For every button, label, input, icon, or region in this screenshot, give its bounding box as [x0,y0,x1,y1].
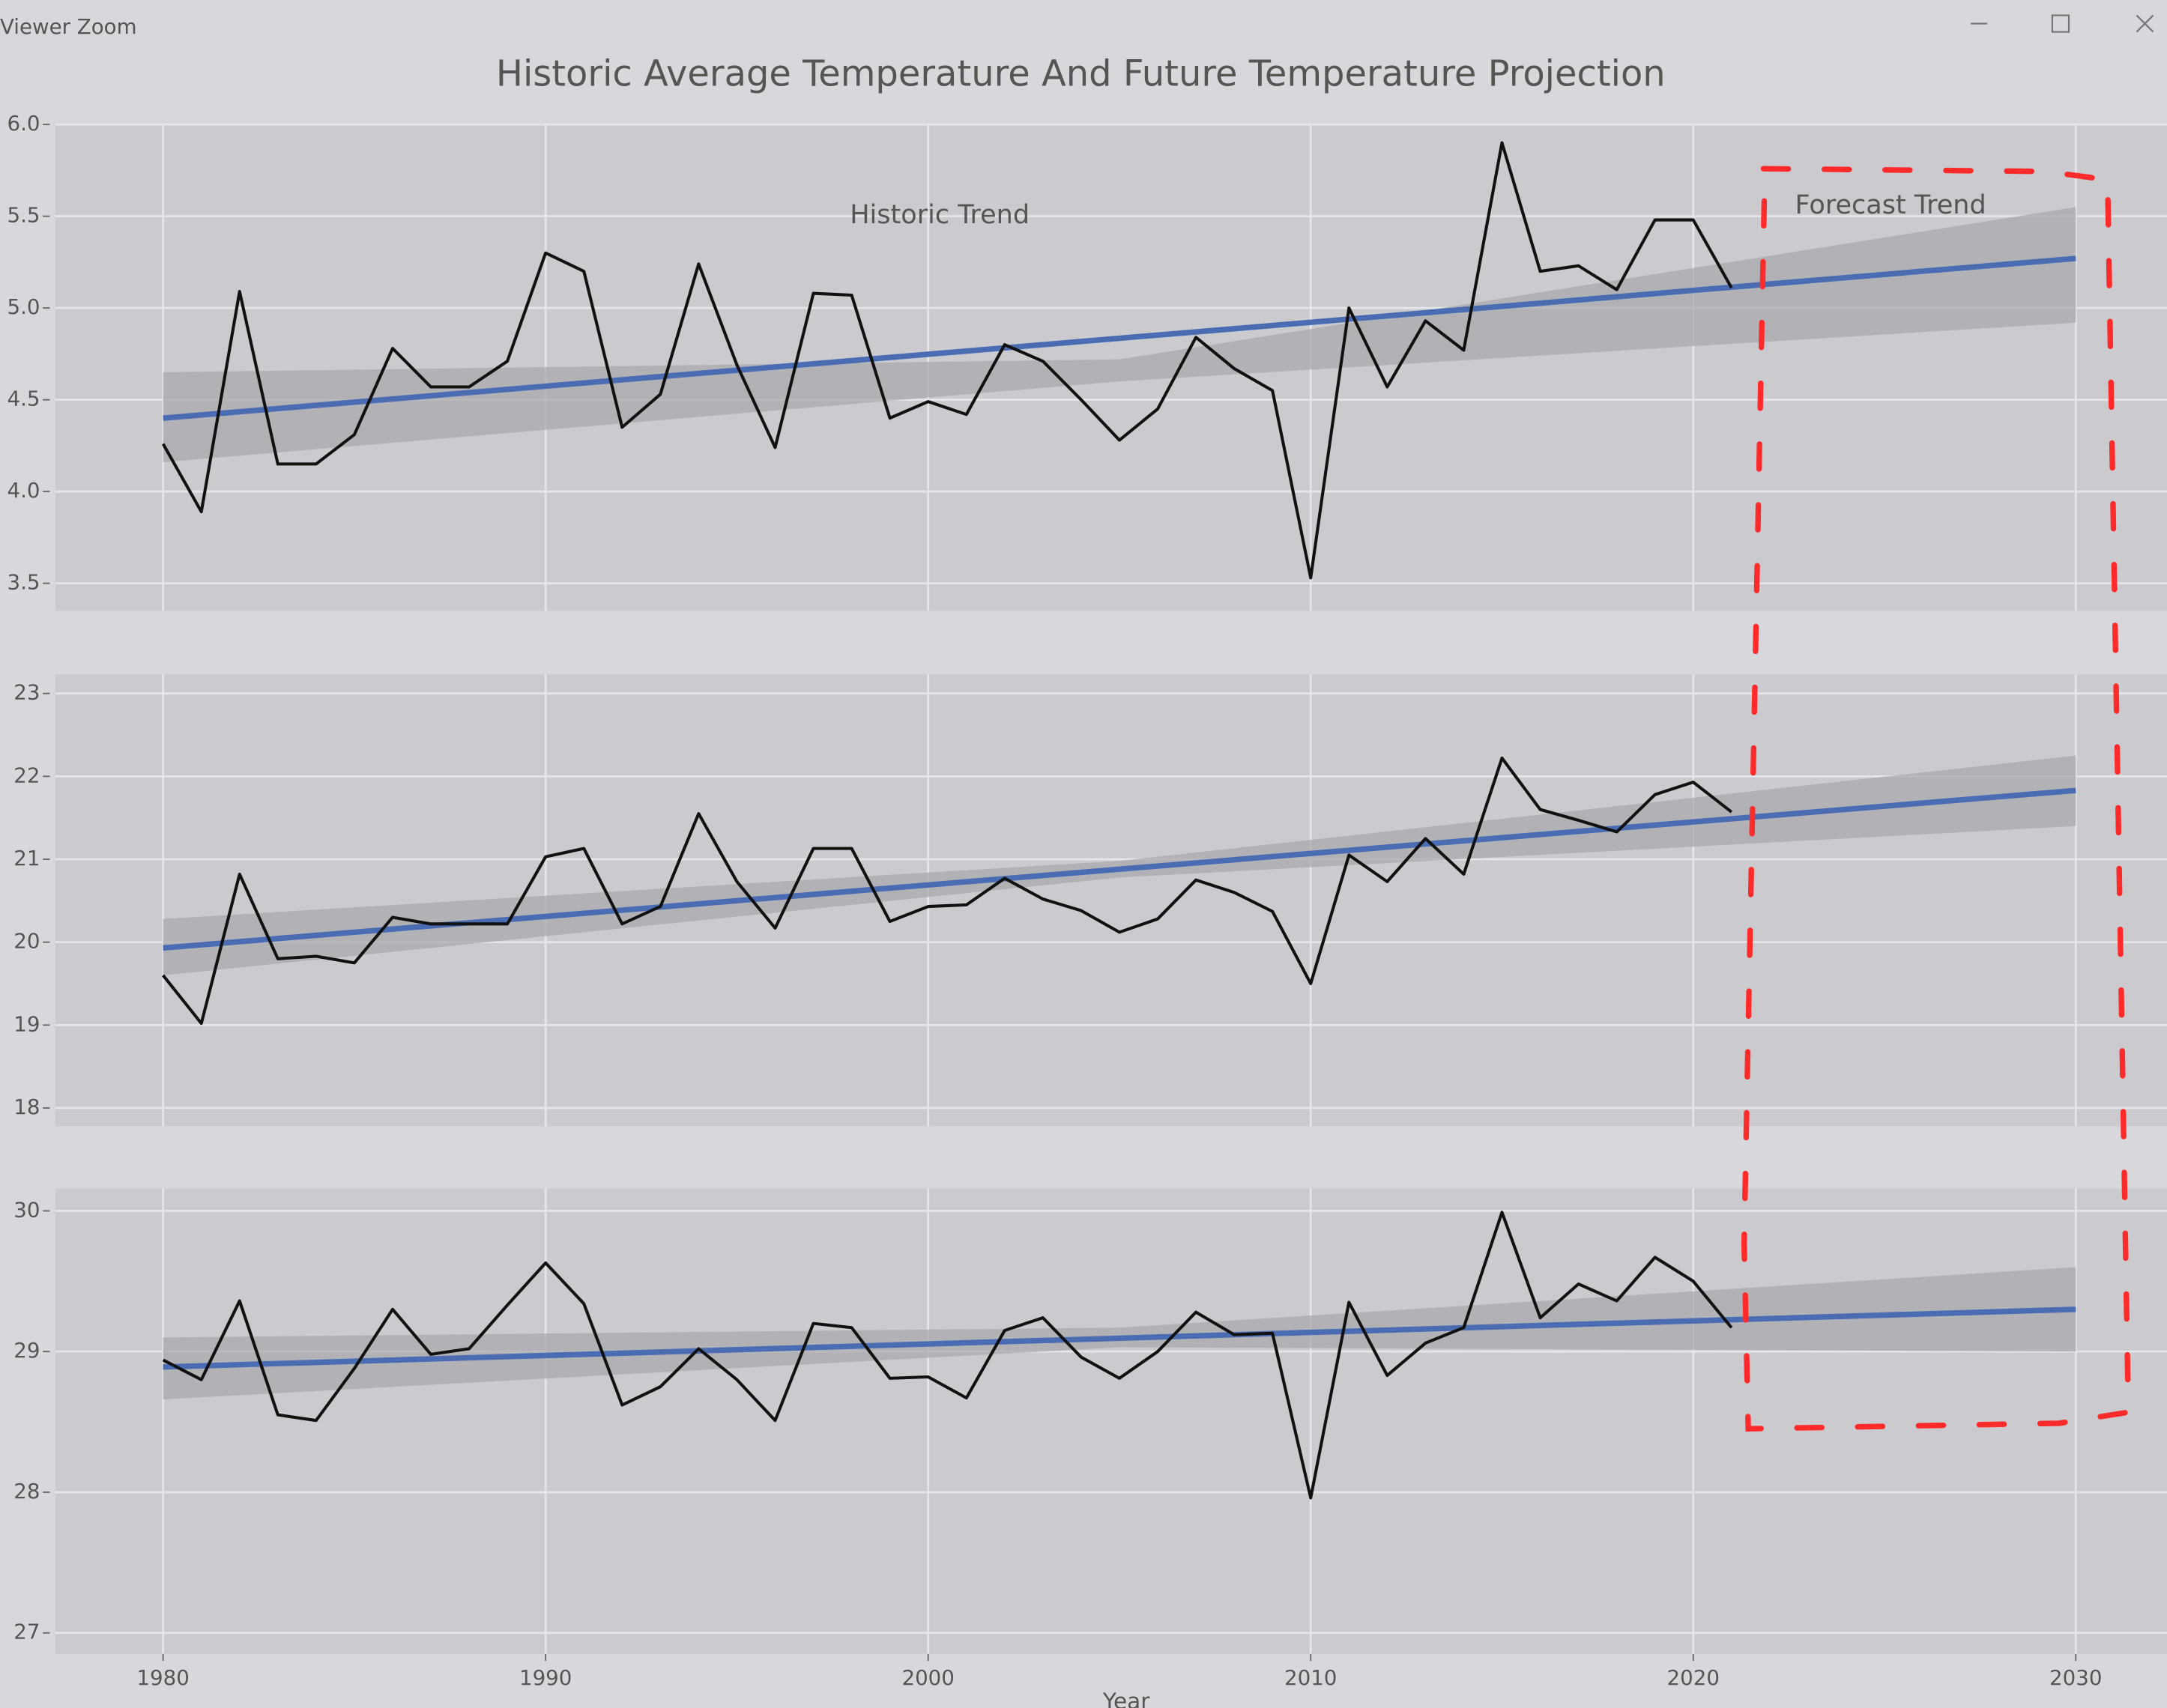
y-tick-label: 5.0 [7,294,40,319]
trend-line [163,255,2076,421]
y-tick-label: 23 [13,680,40,705]
window-controls[interactable] [1971,14,2154,33]
x-tick-label: 1990 [519,1665,572,1690]
data-line [161,141,1733,580]
y-tick-label: 4.5 [7,387,40,411]
window-title: Viewer Zoom [0,14,137,39]
annotation: Forecast Trend [1795,190,1986,220]
x-axis-title: Year [1102,1689,1150,1708]
plot-background [55,674,2167,1127]
x-tick-label: 2020 [1667,1665,1720,1690]
close-button[interactable] [2136,14,2154,33]
y-tick-label: 19 [13,1011,40,1036]
y-tick-label: 3.5 [7,570,40,595]
y-tick-label: 21 [13,846,40,870]
y-tick-label: 5.5 [7,203,40,228]
y-tick-label: 29 [13,1338,40,1363]
x-tick-label: 2030 [2049,1665,2102,1690]
y-tick-label: 4.0 [7,478,40,503]
y-tick-label: 30 [13,1197,40,1222]
plots: 6.0 5.5 5.0 4.5 4.0 3.5 23 22 21 20 19 18 30 29 28 27 19… [7,111,2167,1690]
x-tick-label: 2000 [901,1665,954,1690]
confidence-band [163,1267,2076,1400]
annotation: Historic Trend [850,199,1030,230]
trend-line [163,787,2076,951]
y-tick-label: 18 [13,1094,40,1119]
confidence-band [163,207,2076,462]
confidence-band [163,755,2076,975]
y-tick-label: 22 [13,763,40,787]
plot-background [55,1188,2167,1654]
y-tick-label: 6.0 [7,111,40,136]
maximize-button[interactable] [2051,14,2070,33]
trend-line [163,1306,2076,1370]
y-tick-label: 20 [13,929,40,954]
y-tick-label: 27 [13,1620,40,1644]
chart-title: Historic Average Temperature And Future … [496,53,1666,95]
y-tick-label: 28 [13,1479,40,1503]
x-tick-label: 1980 [136,1665,189,1690]
x-tick-label: 2010 [1284,1665,1337,1690]
data-line [162,756,1733,1026]
data-line [162,1211,1733,1500]
